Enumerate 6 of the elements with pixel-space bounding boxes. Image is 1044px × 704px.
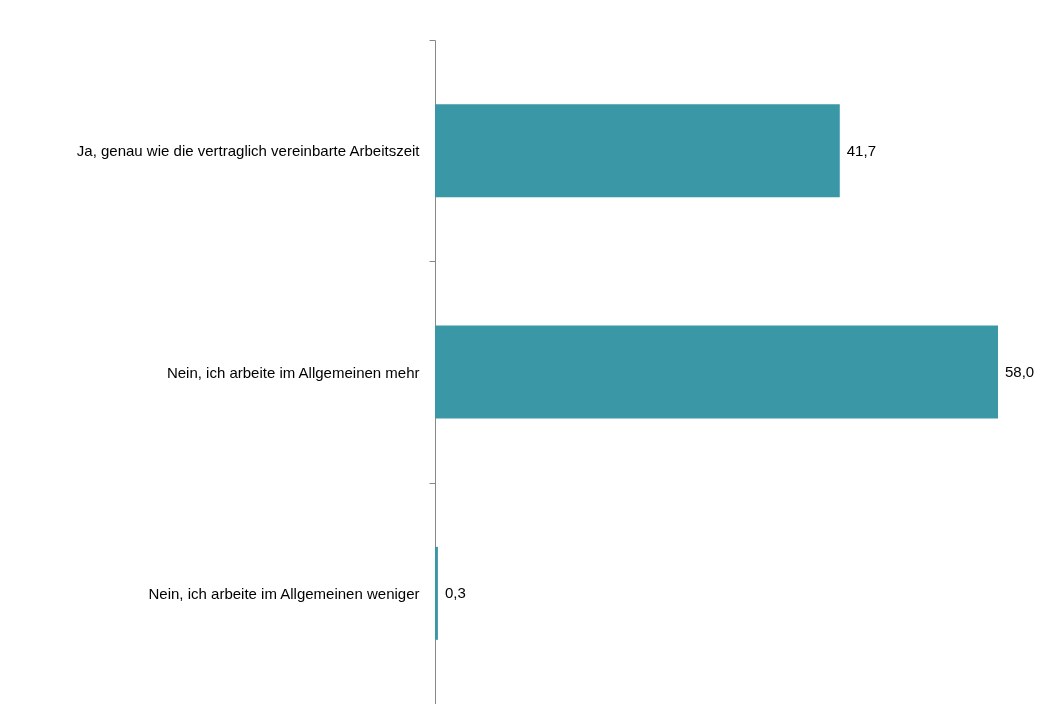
y-tick-label: Nein, ich arbeite im Allgemeinen mehr (166, 363, 420, 381)
data-label: 41,7 (846, 141, 876, 159)
y-tick-label: Ja, genau wie die vertraglich vereinbarte Arbeitszeit (76, 142, 421, 160)
data-label: 0,3 (444, 584, 466, 602)
y-tick-label: Nein, ich arbeite im Allgemeinen weniger (148, 584, 420, 602)
data-label: 58,0 (1005, 363, 1035, 380)
